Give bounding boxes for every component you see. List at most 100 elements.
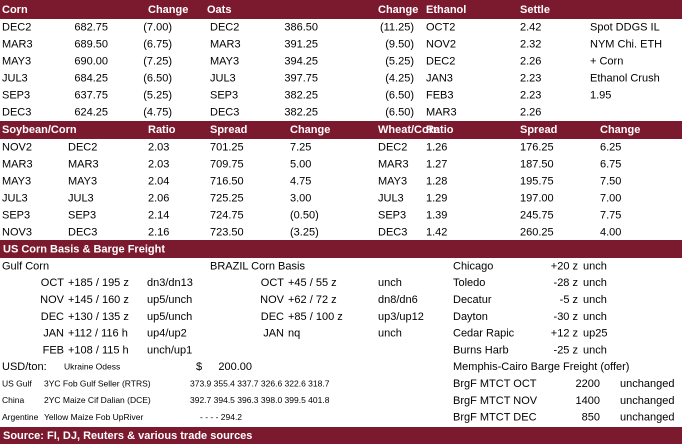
cell: FEB (43, 344, 64, 356)
cell: MAR3 (426, 106, 457, 118)
cell: 7.00 (600, 192, 621, 204)
cell: 6.75 (600, 158, 621, 170)
cell: 6.25 (600, 141, 621, 153)
cell: 716.50 (210, 175, 244, 187)
cell: 2.23 (520, 72, 541, 84)
cell: 3YC Fob Gulf Seller (RTRS) (44, 378, 151, 388)
cell: Ukraine Odess (64, 362, 120, 372)
header-cell: Ratio (426, 124, 454, 136)
cell: NOV3 (2, 226, 32, 238)
cell: 392.7 394.5 396.3 398.0 399.5 401.8 (190, 395, 330, 405)
cell: (7.00) (143, 21, 172, 33)
cell: Toledo (453, 277, 485, 289)
header-cell: Change (290, 124, 330, 136)
cell: DEC2 (2, 21, 31, 33)
cell: SEP3 (378, 209, 406, 221)
cell: SEP3 (2, 89, 30, 101)
header-cell: Wheat/Corn (378, 124, 440, 136)
cell: 3.00 (290, 192, 311, 204)
cell: 2.06 (148, 192, 169, 204)
cell: DEC (261, 311, 284, 323)
cell: MAY3 (210, 55, 239, 67)
header-cell: Ratio (148, 124, 176, 136)
cell: unchanged (620, 412, 674, 424)
cell: DEC2 (210, 21, 239, 33)
cell: (6.50) (385, 106, 414, 118)
header-cell: Corn (2, 4, 28, 16)
cell: Cedar Rapic (453, 328, 515, 340)
cell: BRAZIL Corn Basis (210, 260, 305, 272)
cell: 7.50 (600, 175, 621, 187)
cell: 187.50 (520, 158, 554, 170)
cell: 382.25 (284, 106, 318, 118)
cell: +145 / 160 z (68, 294, 129, 306)
cell: 1.28 (426, 175, 447, 187)
cell: 382.25 (284, 89, 318, 101)
header-cell: Change (378, 4, 418, 16)
cell: (6.50) (143, 72, 172, 84)
cell: 200.00 (218, 361, 252, 373)
header-cell: Oats (207, 4, 231, 16)
cell: 723.50 (210, 226, 244, 238)
header-band (0, 240, 682, 258)
cell: (6.50) (385, 89, 414, 101)
header-cell: Spread (520, 124, 557, 136)
cell: JUL3 (2, 192, 28, 204)
cell: 637.75 (74, 89, 108, 101)
cell: BrgF MTCT OCT (453, 378, 537, 390)
cell: 624.25 (74, 106, 108, 118)
cell: +12 z (551, 328, 578, 340)
cell: JAN (263, 328, 284, 340)
cell: 4.75 (290, 175, 311, 187)
cell: Dayton (453, 311, 488, 323)
cell: 1400 (576, 395, 600, 407)
header-cell: Ethanol (426, 4, 466, 16)
cell: 725.25 (210, 192, 244, 204)
cell: Burns Harb (453, 344, 509, 356)
cell: 709.75 (210, 158, 244, 170)
cell: +62 / 72 z (288, 294, 337, 306)
cell: 682.75 (74, 21, 108, 33)
cell: NOV (260, 294, 285, 306)
cell: unch (583, 277, 607, 289)
cell: (9.50) (385, 38, 414, 50)
cell: SEP3 (68, 209, 96, 221)
cell: 2.14 (148, 209, 169, 221)
cell: NYM Chi. ETH (590, 38, 662, 50)
cell: DEC2 (68, 141, 97, 153)
cell: 2.03 (148, 158, 169, 170)
cell: 724.75 (210, 209, 244, 221)
section-title: US Corn Basis & Barge Freight (3, 243, 165, 255)
cell: FEB3 (426, 89, 454, 101)
cell: (11.25) (380, 21, 414, 33)
cell: DEC3 (68, 226, 97, 238)
cell: DEC3 (2, 106, 31, 118)
cell: (6.75) (143, 38, 172, 50)
cell: 394.25 (284, 55, 318, 67)
cell: US Gulf (2, 378, 32, 388)
cell: 245.75 (520, 209, 554, 221)
cell: 1.26 (426, 141, 447, 153)
cell: NOV (40, 294, 65, 306)
cell: 689.50 (74, 38, 108, 50)
cell: 1.29 (426, 192, 447, 204)
cell: JUL3 (2, 72, 28, 84)
cell: 2.23 (520, 89, 541, 101)
cell: Decatur (453, 294, 492, 306)
cell: 2.26 (520, 106, 541, 118)
cell: MAY3 (2, 175, 31, 187)
cell: DEC3 (378, 226, 407, 238)
footer: Source: FI, DJ, Reuters & various trade … (3, 430, 252, 442)
cell: 176.25 (520, 141, 554, 153)
header-band (0, 121, 682, 139)
cell: JUL3 (210, 72, 236, 84)
cell: SEP3 (2, 209, 30, 221)
cell: 2.04 (148, 175, 169, 187)
cell: MAR3 (68, 158, 99, 170)
cell: up25 (583, 328, 607, 340)
cell: (4.25) (385, 72, 414, 84)
cell: dn8/dn6 (378, 294, 418, 306)
cell: China (2, 395, 24, 405)
cell: + Corn (590, 55, 623, 67)
